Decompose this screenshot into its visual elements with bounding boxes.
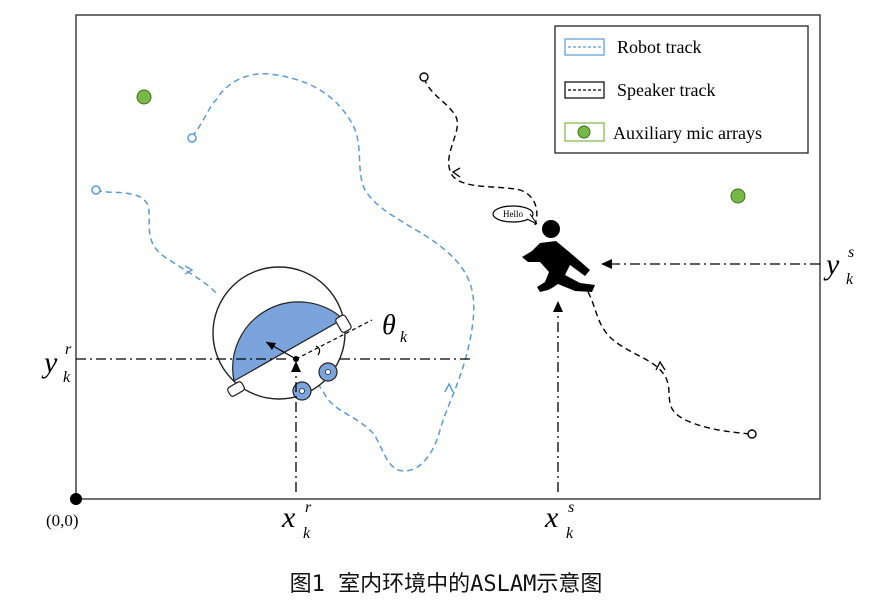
- x-r-label: x r k: [281, 499, 312, 542]
- room-boundary: [75, 14, 821, 500]
- speech-bubble-shape: [492, 205, 534, 223]
- aux-mic-array: [136, 89, 152, 105]
- x-r-symbol: x: [281, 501, 296, 534]
- robot-track-start-2: [91, 185, 101, 195]
- y-r-subscript: k: [63, 369, 71, 386]
- aux-mic-array: [730, 188, 746, 204]
- legend-robot-label: Robot track: [617, 37, 701, 57]
- speaker-track-arrow-2: [655, 360, 666, 371]
- robot-track-upper: [191, 72, 475, 472]
- origin-point: [70, 493, 82, 505]
- x-r-superscript: r: [305, 499, 312, 516]
- speaker-y-guide-arrow: [601, 259, 612, 269]
- origin-label: (0,0): [46, 511, 79, 530]
- y-r-superscript: r: [65, 341, 72, 358]
- speaker-track-end: [747, 429, 757, 439]
- y-s-subscript: k: [846, 271, 854, 288]
- robot-sensor-tab: [227, 381, 245, 397]
- legend-speaker-label: Speaker track: [617, 80, 715, 100]
- robot-track-start: [187, 133, 197, 143]
- speech-bubble-tail: [526, 213, 538, 225]
- speaker-track-upper: [423, 77, 538, 226]
- y-s-symbol: y: [823, 248, 840, 281]
- y-s-superscript: s: [848, 244, 854, 261]
- speaker-figure: [522, 220, 595, 292]
- speaker-track-start: [419, 72, 429, 82]
- robot-x-guide-arrow: [291, 361, 301, 372]
- robot-track-left: [95, 189, 219, 296]
- legend-mic-label: Auxiliary mic arrays: [613, 123, 762, 143]
- legend: Robot track Speaker track Auxiliary mic …: [554, 25, 809, 154]
- robot-mic-center: [299, 388, 305, 394]
- robot-heading-line: [295, 319, 373, 360]
- y-r-label: y r k: [41, 341, 72, 386]
- figure-caption: 图1 室内环境中的ASLAM示意图: [289, 572, 603, 597]
- robot-track-arrow-2: [444, 382, 454, 393]
- speaker-body: [522, 241, 595, 292]
- robot-body-shade: [232, 301, 345, 382]
- speaker-head: [542, 220, 560, 238]
- x-s-subscript: k: [566, 525, 574, 542]
- robot-heading-arrowhead: [266, 342, 276, 350]
- speaker-track: [423, 77, 751, 435]
- robot: [212, 266, 373, 401]
- x-r-subscript: k: [303, 525, 311, 542]
- theta-label: θ k: [382, 310, 408, 346]
- robot-mic-center: [325, 369, 331, 375]
- speaker-track-lower: [587, 291, 751, 435]
- speaker-track-arrow-1: [451, 167, 461, 178]
- y-r-symbol: y: [41, 346, 58, 379]
- aslam-diagram: (0,0): [41, 14, 854, 542]
- speech-text: Hello: [503, 209, 523, 219]
- x-s-label: x s k: [544, 499, 574, 542]
- legend-mic-dot: [577, 125, 591, 139]
- robot-track-arrow-1: [184, 265, 194, 275]
- speech-bubble: Hello: [492, 205, 538, 225]
- speaker-x-guide-arrow: [553, 301, 563, 312]
- robot-sensor-tab: [335, 314, 352, 333]
- theta-symbol: θ: [382, 310, 396, 341]
- theta-arc: [315, 345, 321, 356]
- robot-track: [95, 72, 475, 472]
- y-s-label: y s k: [823, 244, 854, 288]
- theta-subscript: k: [400, 329, 408, 346]
- x-s-symbol: x: [544, 501, 559, 534]
- x-s-superscript: s: [568, 499, 574, 516]
